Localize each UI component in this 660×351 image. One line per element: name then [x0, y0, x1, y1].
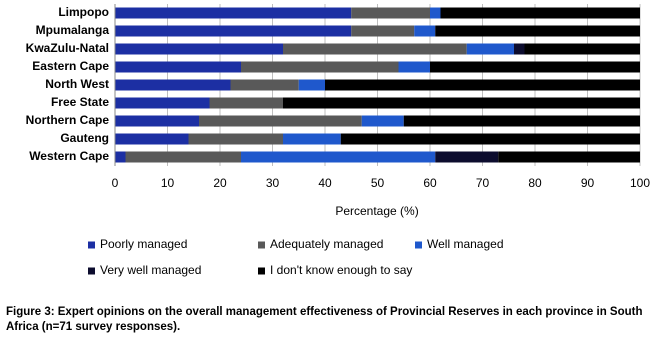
- legend-swatch: [258, 267, 265, 275]
- x-tick-label: 50: [371, 176, 385, 190]
- bar-segment: [435, 25, 640, 37]
- x-tick-label: 90: [581, 176, 595, 190]
- x-tick-label: 0: [112, 176, 119, 190]
- bar-segment: [440, 7, 640, 19]
- bar-segment: [514, 43, 525, 55]
- bar-segment: [209, 97, 283, 109]
- legend-label: Adequately managed: [270, 237, 383, 251]
- x-tick-label: 20: [213, 176, 227, 190]
- y-tick-label: Gauteng: [60, 131, 109, 145]
- y-tick-label: Eastern Cape: [32, 59, 109, 73]
- y-tick-label: Limpopo: [58, 5, 109, 19]
- bar-segment: [466, 43, 514, 55]
- figure-caption: Figure 3: Expert opinions on the overall…: [6, 306, 643, 333]
- bar-segment: [115, 97, 210, 109]
- bar-segment: [351, 7, 430, 19]
- legend-label: I don't know enough to say: [270, 263, 412, 277]
- bar-segment: [115, 79, 231, 91]
- bar-segment: [414, 25, 436, 37]
- legend-label: Very well managed: [100, 263, 201, 277]
- bar-segment: [115, 151, 126, 163]
- bar-segment: [524, 43, 640, 55]
- legend-label: Well managed: [427, 237, 504, 251]
- x-tick-label: 30: [266, 176, 280, 190]
- bar-segment: [115, 43, 283, 55]
- x-tick-label: 100: [630, 176, 650, 190]
- bar-segment: [241, 61, 399, 73]
- bar-segment: [115, 7, 352, 19]
- x-axis-title: Percentage (%): [335, 204, 418, 218]
- bar-segment: [325, 79, 640, 91]
- bar-segment: [241, 151, 436, 163]
- legend-swatch: [415, 241, 422, 249]
- bar-segment: [430, 7, 441, 19]
- legend-swatch: [88, 267, 95, 275]
- bar-segment: [115, 115, 199, 127]
- legend-swatch: [258, 241, 265, 249]
- bar-segment: [498, 151, 640, 163]
- legend-swatch: [88, 241, 95, 249]
- bar-segment: [435, 151, 499, 163]
- bar-segment: [361, 115, 404, 127]
- bar-segment: [403, 115, 640, 127]
- bar-segment: [340, 133, 640, 145]
- bar-segment: [199, 115, 362, 127]
- bar-segment: [430, 61, 640, 73]
- bar-segment: [230, 79, 299, 91]
- x-tick-label: 10: [161, 176, 175, 190]
- y-tick-label: Mpumalanga: [36, 23, 110, 37]
- y-tick-label: North West: [45, 77, 109, 91]
- bar-segment: [298, 79, 325, 91]
- x-tick-label: 60: [423, 176, 437, 190]
- legend-label: Poorly managed: [100, 237, 187, 251]
- x-tick-label: 70: [476, 176, 490, 190]
- bar-segment: [398, 61, 430, 73]
- bar-segment: [115, 61, 241, 73]
- y-tick-label: Western Cape: [29, 149, 109, 163]
- bar-segment: [283, 43, 467, 55]
- y-tick-label: Northern Cape: [26, 113, 110, 127]
- bar-segment: [283, 97, 640, 109]
- bar-segment: [115, 133, 189, 145]
- x-tick-label: 40: [318, 176, 332, 190]
- bar-segment: [188, 133, 283, 145]
- chart: Percentage (%) 0 10 20 30 40 50 60 70 80 90 100 Lim…: [26, 4, 650, 277]
- y-tick-label: KwaZulu-Natal: [26, 41, 109, 55]
- bar-segment: [125, 151, 241, 163]
- y-tick-label: Free State: [51, 95, 109, 109]
- bar-segment: [351, 25, 415, 37]
- x-tick-label: 80: [528, 176, 542, 190]
- bar-segment: [115, 25, 352, 37]
- bar-segment: [283, 133, 341, 145]
